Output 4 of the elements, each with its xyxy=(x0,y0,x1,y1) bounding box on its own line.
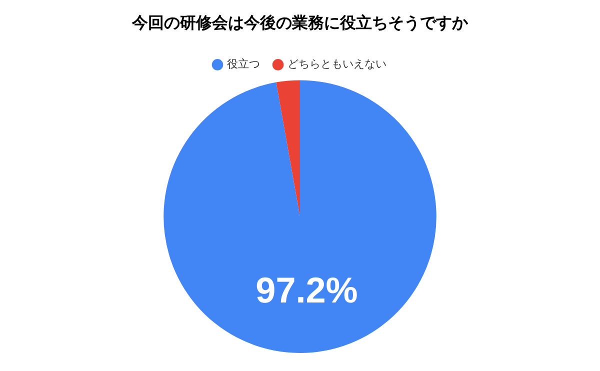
chart-title: 今回の研修会は今後の業務に役立ちそうですか xyxy=(131,12,469,32)
legend-label: どちらともいえない xyxy=(288,58,386,71)
data-label: 97.2% xyxy=(256,270,358,311)
legend-label: 役立つ xyxy=(227,58,260,71)
